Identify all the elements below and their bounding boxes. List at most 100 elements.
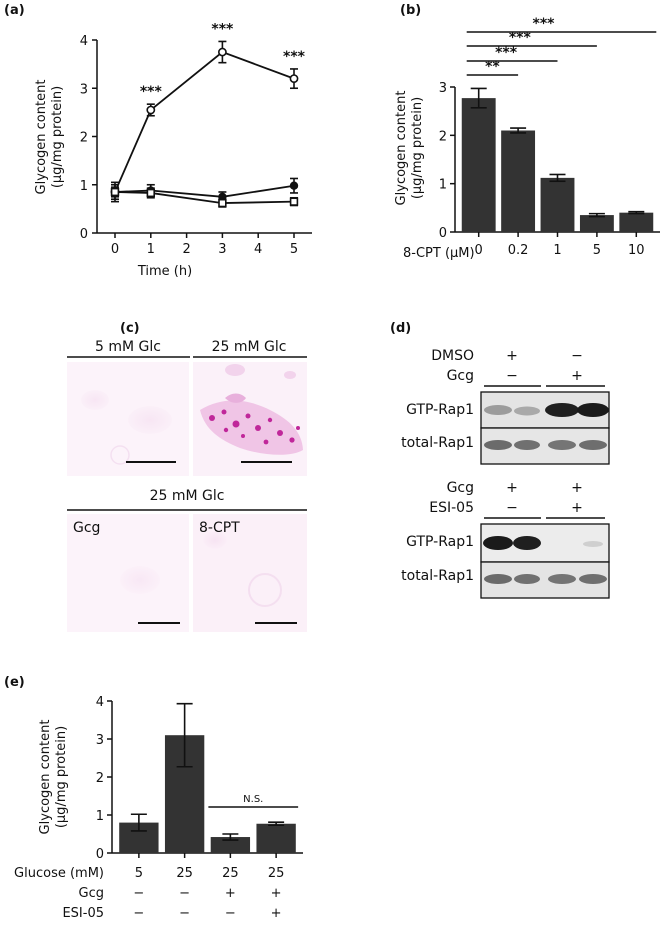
panel-b-bar bbox=[579, 215, 614, 232]
panel-a-axes: 0 1 2 3 4 0 1 2 3 4 5 bbox=[80, 34, 312, 257]
panel-a-point-open-circle bbox=[146, 105, 156, 115]
panel-b-bar bbox=[501, 130, 536, 232]
panel-a-ytick-label: 0 bbox=[80, 227, 88, 242]
panel-e-bar bbox=[210, 837, 251, 853]
panel-b-bar bbox=[540, 177, 575, 232]
panel-e-condition-value: + bbox=[271, 906, 282, 921]
micrograph-gcg-cells bbox=[120, 566, 160, 594]
panel-b-xtick-label: 0 bbox=[475, 243, 483, 258]
panel-e-ylabel-2: (µg/mg protein) bbox=[54, 726, 69, 828]
panel-a-point-open-square bbox=[110, 187, 120, 197]
panel-c: (c) 5 mM Glc 25 mM Glc bbox=[67, 321, 307, 632]
panel-e-condition-name: Gcg bbox=[79, 886, 104, 901]
panel-b-xtick-label: 1 bbox=[553, 243, 561, 258]
panel-e-condition-value: 25 bbox=[176, 866, 193, 881]
panel-a-ytick-label: 1 bbox=[80, 179, 88, 194]
blot2-band2-name: total-Rap1 bbox=[401, 568, 474, 584]
panel-e-bar bbox=[256, 823, 296, 853]
panel-e-ytick-label: 1 bbox=[96, 809, 104, 824]
panel-b-xlabel: 8-CPT (µM) bbox=[403, 246, 475, 261]
blot2-row2-sign2: + bbox=[571, 500, 583, 516]
panel-a-xtick-label: 2 bbox=[182, 242, 190, 257]
image-label-8cpt: 8-CPT bbox=[199, 520, 240, 536]
panel-a-significance: *** bbox=[140, 84, 163, 100]
panel-e-plot: N.S. bbox=[119, 702, 299, 853]
panel-e-ytick-label: 3 bbox=[96, 733, 104, 748]
panel-e-conditions: Glucose (mM) 5 25 25 25 Gcg − − + + ESI-05 − − − + bbox=[14, 866, 284, 921]
panel-e-condition-value: 25 bbox=[222, 866, 239, 881]
panel-e-significance-label: N.S. bbox=[243, 794, 263, 805]
panel-b-ytick-label: 3 bbox=[439, 81, 447, 96]
panel-a-ytick-label: 4 bbox=[80, 34, 88, 49]
panel-a-point-open-square bbox=[146, 188, 155, 198]
panel-e-condition-value: − bbox=[133, 906, 144, 921]
blot1-row2-sign1: − bbox=[506, 368, 518, 384]
panel-a-ytick-label: 3 bbox=[80, 82, 88, 97]
panel-a-significance: *** bbox=[283, 49, 306, 65]
panel-b-axes: 0 1 2 3 0 0.2 1 5 10 bbox=[439, 81, 660, 258]
panel-a-ylabel-1: Glycogen content bbox=[34, 80, 49, 195]
image-label-5mm: 5 mM Glc bbox=[95, 339, 161, 355]
panel-b-ytick-label: 2 bbox=[439, 129, 447, 144]
panel-e-condition-name: Glucose (mM) bbox=[14, 866, 104, 881]
panel-a-xtick-label: 3 bbox=[218, 242, 226, 257]
panel-c-label: (c) bbox=[120, 321, 140, 336]
blot1-row1-name: DMSO bbox=[431, 348, 474, 364]
panel-a-ytick-label: 2 bbox=[80, 131, 88, 146]
panel-a-xtick-label: 0 bbox=[111, 242, 119, 257]
panel-a-point-open-square bbox=[289, 197, 299, 206]
panel-d: (d) DMSO + − Gcg − + GTP-Rap1 total-Rap1… bbox=[390, 321, 610, 599]
panel-a-ylabel-2: (µg/mg protein) bbox=[50, 86, 65, 188]
panel-a-xtick-label: 5 bbox=[290, 242, 298, 257]
panel-b-ylabel-1: Glycogen content bbox=[394, 91, 409, 206]
panel-a: (a) 0 1 2 3 4 0 1 2 3 4 5 *** *** *** Time (h) Glyco… bbox=[4, 3, 312, 279]
image-label-bottom-header: 25 mM Glc bbox=[150, 488, 225, 504]
panel-a-point-open-square bbox=[218, 198, 227, 208]
panel-e-condition-name: ESI-05 bbox=[62, 906, 104, 921]
panel-a-series-line-2 bbox=[114, 184, 295, 198]
panel-e-condition-value: − bbox=[225, 906, 236, 921]
panel-e: (e) 0 1 2 3 4 N.S. Glycogen content (µg/mg p… bbox=[4, 675, 303, 921]
panel-a-series-line-3 bbox=[114, 191, 295, 204]
blot1-row1-sign1: + bbox=[506, 348, 518, 364]
panel-a-label: (a) bbox=[4, 3, 25, 18]
panel-d-label: (d) bbox=[390, 321, 411, 336]
panel-e-ytick-label: 0 bbox=[96, 847, 104, 862]
panel-e-label: (e) bbox=[4, 675, 25, 690]
panel-e-condition-value: − bbox=[179, 906, 190, 921]
panel-b-xtick-label: 10 bbox=[628, 243, 645, 258]
blot2-row1-sign2: + bbox=[571, 480, 583, 496]
blot1-row1-sign2: − bbox=[571, 348, 583, 364]
micrograph-5mm-cells bbox=[81, 390, 172, 465]
panel-e-condition-value: + bbox=[271, 886, 282, 901]
panel-a-point-open-circle bbox=[289, 74, 299, 83]
panel-b-ytick-label: 0 bbox=[439, 226, 447, 241]
image-label-25mm: 25 mM Glc bbox=[212, 339, 287, 355]
blot2-row1-name: Gcg bbox=[447, 480, 474, 496]
panel-e-condition-value: 25 bbox=[268, 866, 285, 881]
panel-b-significance-label: *** bbox=[533, 16, 556, 32]
blot2-row1-sign1: + bbox=[506, 480, 518, 496]
panel-a-point-filled-circle bbox=[289, 181, 299, 190]
panel-b-plot: *********** bbox=[461, 16, 657, 232]
panel-a-significance: *** bbox=[211, 21, 234, 37]
panel-b-significance-label: *** bbox=[509, 30, 532, 46]
panel-b-label: (b) bbox=[400, 3, 421, 18]
blot2-band1-name: GTP-Rap1 bbox=[406, 534, 474, 550]
blot1-band2-name: total-Rap1 bbox=[401, 435, 474, 451]
panel-e-condition-value: + bbox=[225, 886, 236, 901]
micrograph-8cpt-cells bbox=[203, 531, 282, 607]
panel-b-ytick-label: 1 bbox=[439, 178, 447, 193]
panel-e-ylabel-1: Glycogen content bbox=[38, 720, 53, 835]
panel-b-bar bbox=[461, 98, 496, 232]
panel-b-bar bbox=[619, 212, 654, 232]
micrograph-25mm-stain bbox=[200, 364, 303, 455]
panel-a-xlabel: Time (h) bbox=[137, 264, 192, 279]
panel-b-significance-label: ** bbox=[485, 59, 500, 75]
panel-b-ylabel-2: (µg/mg protein) bbox=[410, 97, 425, 199]
panel-b-xtick-label: 0.2 bbox=[508, 243, 529, 258]
blot2-row2-name: ESI-05 bbox=[429, 500, 474, 516]
panel-a-xtick-label: 1 bbox=[147, 242, 155, 257]
